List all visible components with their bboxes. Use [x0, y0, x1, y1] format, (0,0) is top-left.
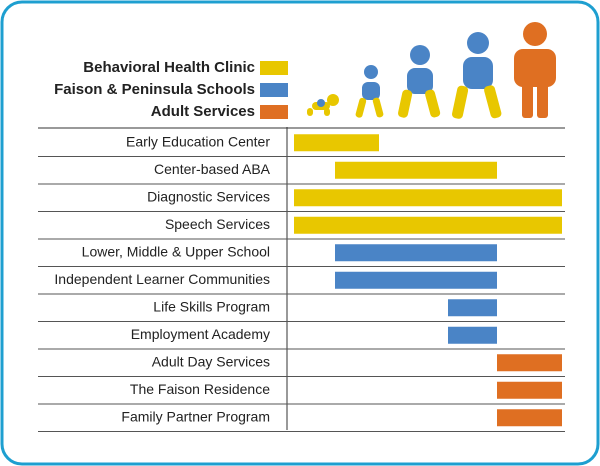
baby-figure	[307, 94, 339, 116]
toddler-figure	[355, 65, 384, 118]
adult-figure	[514, 22, 556, 118]
row-label: Independent Learner Communities	[54, 271, 270, 287]
program-bar	[294, 189, 562, 207]
legend-label: Faison & Peninsula Schools	[54, 81, 255, 98]
program-bar	[335, 244, 497, 262]
child-figure	[398, 45, 441, 118]
program-bar	[448, 299, 497, 317]
teen-figure	[451, 32, 502, 119]
row-label: Family Partner Program	[121, 408, 270, 424]
program-bar	[497, 381, 562, 399]
row-label: Adult Day Services	[152, 353, 270, 369]
program-bar	[335, 271, 497, 289]
legend-swatch	[260, 105, 288, 119]
program-bar	[448, 326, 497, 344]
program-bar	[335, 161, 497, 179]
program-bar	[294, 216, 562, 234]
row-label: Employment Academy	[131, 326, 270, 342]
row-label: The Faison Residence	[130, 381, 270, 397]
row-label: Lower, Middle & Upper School	[82, 243, 270, 259]
row-label: Speech Services	[165, 216, 270, 232]
program-bar	[497, 409, 562, 427]
row-label: Life Skills Program	[153, 298, 270, 314]
program-bar	[497, 354, 562, 372]
row-label: Early Education Center	[126, 133, 270, 149]
legend-label: Adult Services	[151, 103, 255, 120]
row-label: Diagnostic Services	[147, 188, 270, 204]
legend-label: Behavioral Health Clinic	[83, 59, 255, 76]
figures	[307, 22, 556, 119]
program-bar	[294, 134, 379, 152]
row-label: Center-based ABA	[154, 161, 271, 177]
legend-swatch	[260, 61, 288, 75]
legend-swatch	[260, 83, 288, 97]
